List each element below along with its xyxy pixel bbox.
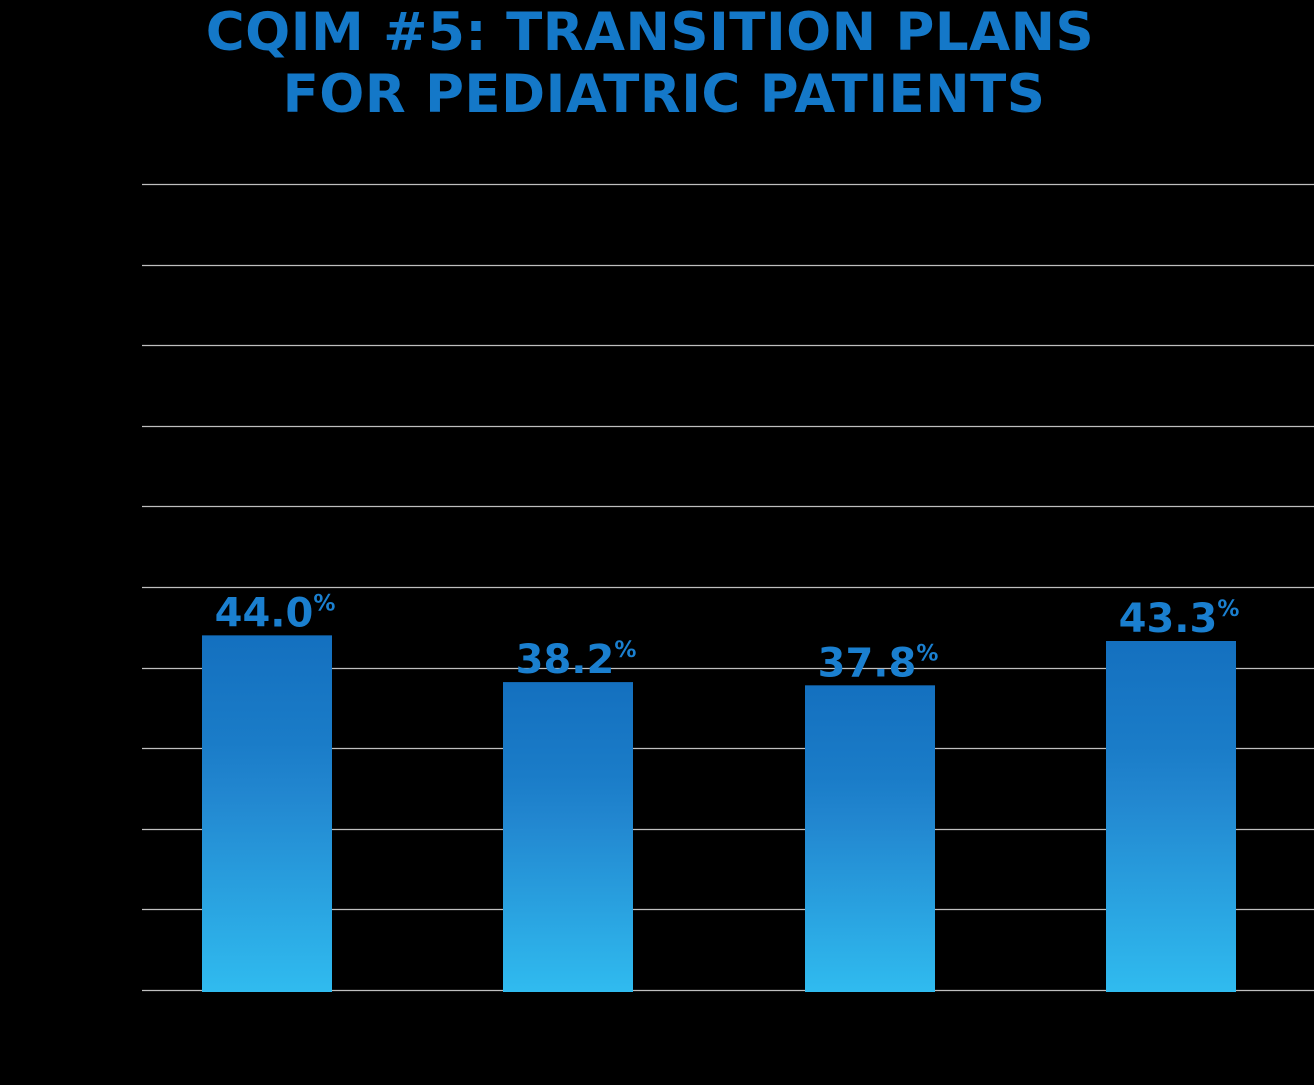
bar-1 — [202, 635, 332, 992]
bar-4 — [1106, 641, 1236, 992]
bars — [202, 635, 1236, 992]
data-label-2: 38.2% — [516, 637, 637, 683]
data-labels: 44.0% 38.2% 37.8% 43.3% — [215, 590, 1240, 686]
data-label-3: 37.8% — [818, 640, 939, 686]
data-label-1: 44.0% — [215, 590, 336, 636]
chart-title: CQIM #5: TRANSITION PLANS FOR PEDIATRIC … — [0, 2, 1314, 126]
bar-2 — [503, 682, 633, 992]
chart-title-line-2: FOR PEDIATRIC PATIENTS — [282, 64, 1046, 125]
data-label-4: 43.3% — [1119, 596, 1240, 642]
chart-title-line-1: CQIM #5: TRANSITION PLANS — [205, 2, 1095, 63]
bar-3 — [805, 685, 935, 992]
